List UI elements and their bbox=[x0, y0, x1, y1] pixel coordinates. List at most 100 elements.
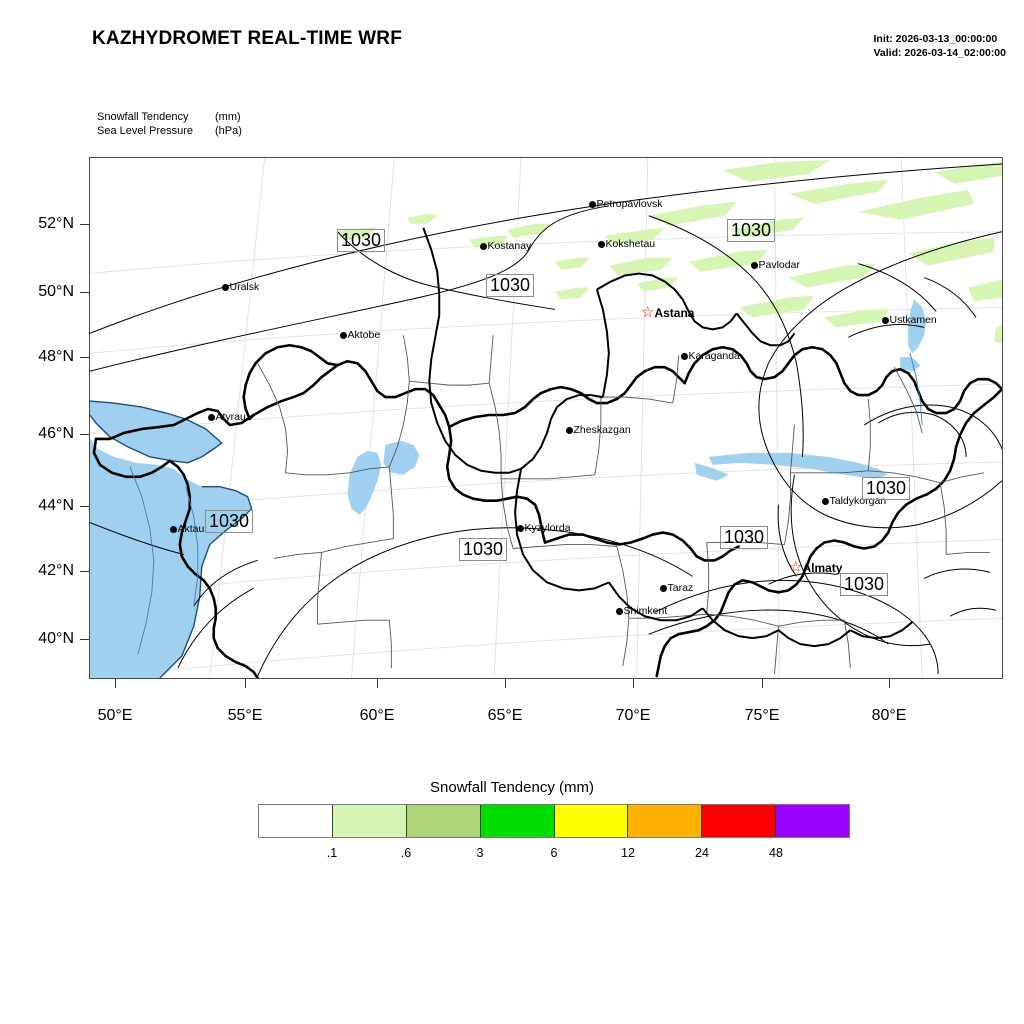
pressure-contour-label: 1030 bbox=[840, 573, 889, 596]
city-label: Uralsk bbox=[229, 281, 260, 294]
field-label-name: Snowfall Tendency bbox=[97, 111, 189, 123]
city-dot-icon bbox=[170, 525, 177, 533]
city-marker-taldykorgan[interactable]: Taldykorgan bbox=[822, 496, 886, 506]
pressure-contour-label: 1030 bbox=[459, 538, 508, 561]
city-label: Aktau bbox=[177, 523, 205, 536]
colorbar-tick: .6 bbox=[400, 846, 412, 860]
city-marker-astana[interactable]: ☆Astana bbox=[641, 304, 695, 322]
city-dot-icon bbox=[340, 331, 347, 339]
water-bodies bbox=[90, 299, 927, 678]
lat-tick-label: 46°N bbox=[38, 425, 74, 442]
colorbar[interactable] bbox=[258, 804, 850, 838]
lat-tick-mark bbox=[80, 224, 89, 225]
city-marker-zheskazgan[interactable]: Zheskazgan bbox=[566, 425, 631, 435]
city-marker-taraz[interactable]: Taraz bbox=[660, 583, 693, 593]
city-dot-icon bbox=[222, 283, 229, 291]
city-label: Taldykorgan bbox=[829, 495, 887, 508]
lat-tick-label: 42°N bbox=[38, 562, 74, 579]
city-label: Taraz bbox=[667, 582, 694, 595]
lat-tick-mark bbox=[80, 639, 89, 640]
city-marker-petropavlovsk[interactable]: Petropavlovsk bbox=[589, 199, 662, 209]
city-marker-shimkent[interactable]: Shimkent bbox=[616, 606, 667, 616]
page-title: KAZHYDROMET REAL-TIME WRF bbox=[92, 28, 403, 49]
colorbar-tick: 48 bbox=[769, 846, 783, 860]
lat-tick-label: 40°N bbox=[38, 630, 74, 647]
lon-tick-mark bbox=[889, 679, 890, 688]
city-dot-icon bbox=[598, 240, 605, 248]
lon-tick-label: 50°E bbox=[97, 707, 133, 724]
run-timestamps: Init: 2026-03-13_00:00:00 Valid: 2026-03… bbox=[873, 33, 1006, 60]
lon-tick-label: 55°E bbox=[227, 707, 263, 724]
city-dot-icon bbox=[660, 584, 667, 592]
city-label: Zheskazgan bbox=[573, 424, 631, 437]
colorbar-segment-3 bbox=[480, 805, 555, 837]
city-marker-atyrau[interactable]: Atyrau bbox=[208, 412, 246, 422]
colorbar-segment-0 bbox=[259, 805, 333, 837]
colorbar-tick: 12 bbox=[621, 846, 635, 860]
city-marker-pavlodar[interactable]: Pavlodar bbox=[751, 260, 800, 270]
map-canvas[interactable] bbox=[89, 157, 1003, 679]
snowfall-shading bbox=[335, 159, 1002, 344]
lat-tick-label: 50°N bbox=[38, 283, 74, 300]
city-label: Kokshetau bbox=[605, 238, 656, 251]
lon-tick-mark bbox=[115, 679, 116, 688]
city-label: Astana bbox=[654, 306, 695, 321]
city-marker-aktobe[interactable]: Aktobe bbox=[340, 330, 380, 340]
city-label: Shimkent bbox=[623, 605, 668, 618]
pressure-contours bbox=[90, 163, 1002, 677]
capital-star-icon: ☆ bbox=[789, 559, 803, 577]
pressure-contour-label: 1030 bbox=[727, 219, 776, 242]
field-label-unit: (hPa) bbox=[215, 125, 242, 137]
city-label: Kyzylorda bbox=[524, 522, 571, 535]
city-dot-icon bbox=[751, 261, 758, 269]
city-marker-kokshetau[interactable]: Kokshetau bbox=[598, 239, 655, 249]
city-marker-uralsk[interactable]: Uralsk bbox=[222, 282, 259, 292]
lat-tick-label: 48°N bbox=[38, 348, 74, 365]
water-outline bbox=[90, 400, 253, 678]
lon-tick-label: 80°E bbox=[871, 707, 907, 724]
city-label: Aktobe bbox=[347, 329, 381, 342]
internal-boundaries bbox=[257, 335, 991, 675]
pressure-contour-label: 1030 bbox=[486, 274, 535, 297]
lat-tick-label: 44°N bbox=[38, 497, 74, 514]
city-dot-icon bbox=[822, 497, 829, 505]
city-marker-aktau[interactable]: Aktau bbox=[170, 524, 204, 534]
city-label: Petropavlovsk bbox=[596, 198, 663, 211]
valid-time: Valid: 2026-03-14_02:00:00 bbox=[873, 46, 1006, 59]
lon-tick-mark bbox=[633, 679, 634, 688]
city-dot-icon bbox=[517, 524, 524, 532]
lon-tick-label: 75°E bbox=[744, 707, 780, 724]
lon-tick-mark bbox=[762, 679, 763, 688]
city-marker-kyzylorda[interactable]: Kyzylorda bbox=[517, 523, 571, 533]
city-marker-kostanay[interactable]: Kostanay bbox=[480, 241, 531, 251]
colorbar-segment-6 bbox=[702, 805, 777, 837]
city-dot-icon bbox=[681, 352, 688, 360]
colorbar-segment-5 bbox=[628, 805, 703, 837]
lon-tick-label: 70°E bbox=[615, 707, 651, 724]
lon-tick-mark bbox=[377, 679, 378, 688]
field-label-row: Snowfall Tendency (mm) bbox=[97, 110, 242, 124]
lon-tick-label: 65°E bbox=[487, 707, 523, 724]
city-label: Ustkamen bbox=[889, 314, 937, 327]
capital-star-icon: ☆ bbox=[641, 304, 655, 322]
city-marker-almaty[interactable]: ☆Almaty bbox=[789, 559, 842, 577]
city-marker-karaganda[interactable]: Karaganda bbox=[681, 351, 740, 361]
lat-tick-mark bbox=[80, 571, 89, 572]
city-label: Pavlodar bbox=[758, 259, 800, 272]
field-label-unit: (mm) bbox=[215, 111, 241, 123]
map-graphics bbox=[90, 158, 1002, 678]
city-dot-icon bbox=[208, 413, 215, 421]
lat-tick-mark bbox=[80, 292, 89, 293]
colorbar-tick: 24 bbox=[695, 846, 709, 860]
lat-tick-mark bbox=[80, 434, 89, 435]
rivers bbox=[129, 353, 923, 655]
lon-tick-label: 60°E bbox=[359, 707, 395, 724]
city-dot-icon bbox=[480, 242, 487, 250]
colorbar-tick: 6 bbox=[550, 846, 558, 860]
national-border bbox=[92, 343, 1002, 678]
city-marker-ustkamen[interactable]: Ustkamen bbox=[882, 315, 937, 325]
colorbar-title: Snowfall Tendency (mm) bbox=[430, 779, 594, 796]
city-label: Karaganda bbox=[688, 350, 740, 363]
colorbar-segment-4 bbox=[554, 805, 629, 837]
colorbar-segment-7 bbox=[776, 805, 849, 837]
